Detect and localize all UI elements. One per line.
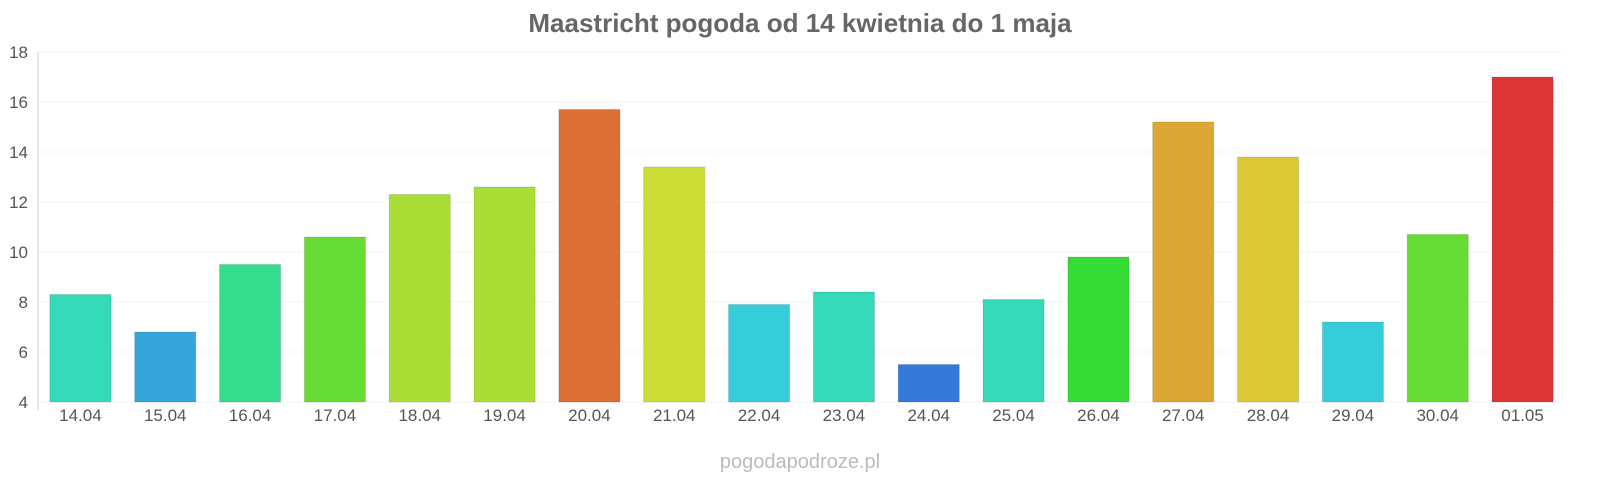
x-tick-label: 16.04 <box>229 406 272 425</box>
x-tick-label: 29.04 <box>1332 406 1375 425</box>
bar-14.04 <box>49 294 112 403</box>
bar-21.04 <box>643 166 706 403</box>
x-tick-label: 17.04 <box>314 406 357 425</box>
bar-23.04 <box>812 291 875 403</box>
bar-18.04 <box>388 194 451 403</box>
bar-27.04 <box>1152 121 1215 403</box>
bar-01.05 <box>1491 76 1554 403</box>
bar-15.04 <box>134 331 197 403</box>
bar-29.04 <box>1321 321 1384 403</box>
bars <box>49 76 1554 403</box>
y-tick-label: 6 <box>19 343 28 362</box>
source-watermark: pogodapodroze.pl <box>720 451 880 473</box>
x-tick-label: 20.04 <box>568 406 611 425</box>
bar-16.04 <box>219 264 282 403</box>
x-tick-label: 24.04 <box>907 406 950 425</box>
x-tick-label: 15.04 <box>144 406 187 425</box>
x-tick-label: 26.04 <box>1077 406 1120 425</box>
bar-20.04 <box>558 109 621 403</box>
x-tick-label: 22.04 <box>738 406 781 425</box>
x-axis: 14.04 15.04 16.04 17.04 18.04 19.04 20.04 21.04… <box>59 406 1544 425</box>
x-tick-label: 25.04 <box>992 406 1035 425</box>
bar-25.04 <box>982 299 1045 403</box>
x-tick-label: 30.04 <box>1416 406 1459 425</box>
x-tick-label: 27.04 <box>1162 406 1205 425</box>
grid-lines <box>38 51 1565 403</box>
bar-24.04 <box>897 364 960 403</box>
y-tick-label: 18 <box>9 43 28 62</box>
chart-title: Maastricht pogoda od 14 kwietnia do 1 ma… <box>528 8 1072 38</box>
y-tick-label: 16 <box>9 93 28 112</box>
x-tick-label: 21.04 <box>653 406 696 425</box>
bar-19.04 <box>473 186 536 403</box>
bar-17.04 <box>303 236 366 403</box>
y-tick-label: 10 <box>9 243 28 262</box>
x-tick-label: 23.04 <box>823 406 866 425</box>
bar-30.04 <box>1406 234 1469 403</box>
y-tick-label: 4 <box>19 393 28 412</box>
x-tick-label: 14.04 <box>59 406 102 425</box>
bar-22.04 <box>728 304 791 403</box>
y-tick-label: 12 <box>9 193 28 212</box>
y-tick-label: 14 <box>9 143 28 162</box>
x-tick-label: 01.05 <box>1501 406 1544 425</box>
y-tick-label: 8 <box>19 293 28 312</box>
x-tick-label: 18.04 <box>398 406 441 425</box>
x-tick-label: 19.04 <box>483 406 526 425</box>
y-axis: 4 6 8 10 12 14 16 18 <box>9 43 39 412</box>
x-tick-label: 28.04 <box>1247 406 1290 425</box>
bar-26.04 <box>1067 256 1130 403</box>
bar-28.04 <box>1237 156 1300 403</box>
